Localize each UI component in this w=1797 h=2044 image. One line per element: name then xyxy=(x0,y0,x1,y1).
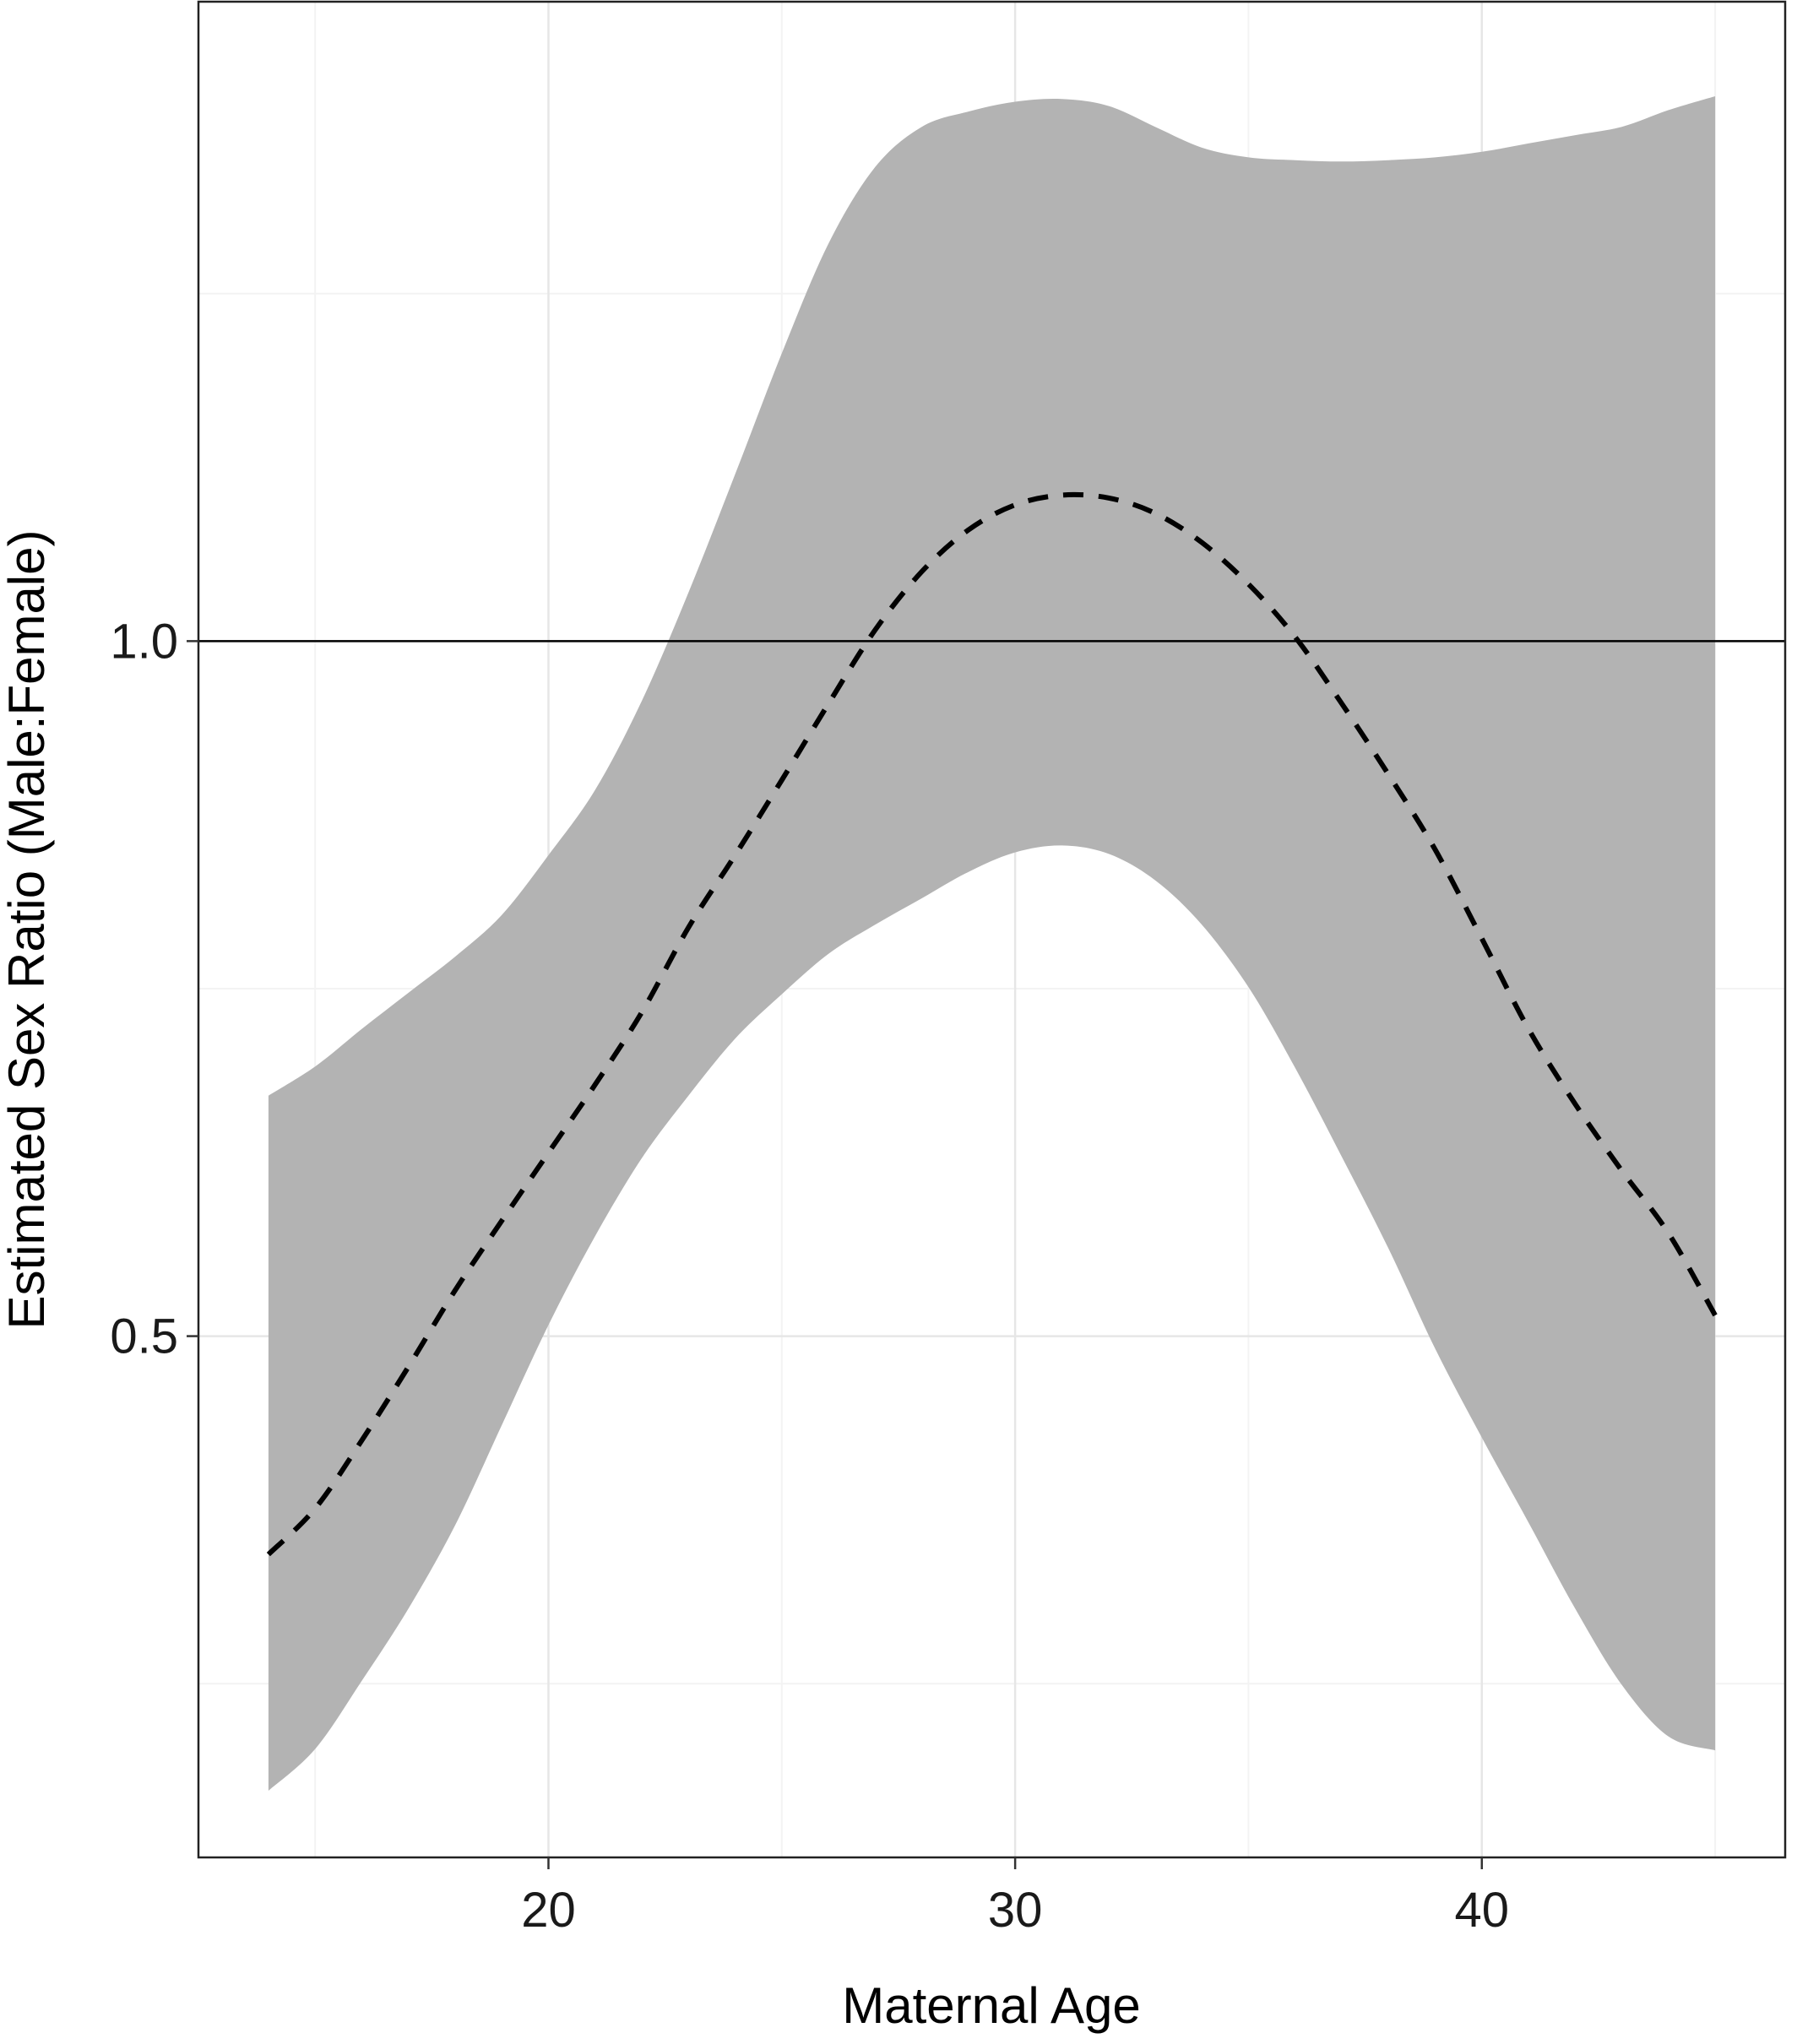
x-tick-label: 20 xyxy=(521,1883,576,1938)
y-tick-label: 0.5 xyxy=(110,1309,178,1364)
x-tick-label: 30 xyxy=(988,1883,1043,1938)
x-axis-title: Maternal Age xyxy=(842,1977,1141,2034)
x-axis-ticks: 20 30 40 xyxy=(521,1857,1509,1938)
y-axis-title: Estimated Sex Ratio (Male:Female) xyxy=(0,530,55,1330)
x-tick-label: 40 xyxy=(1455,1883,1510,1938)
plot-panel-border xyxy=(197,0,1787,1859)
y-tick-label: 1.0 xyxy=(110,614,178,669)
confidence-band xyxy=(268,96,1716,1791)
y-axis-ticks: 0.5 1.0 xyxy=(110,614,198,1364)
estimate-line xyxy=(266,491,1718,1557)
